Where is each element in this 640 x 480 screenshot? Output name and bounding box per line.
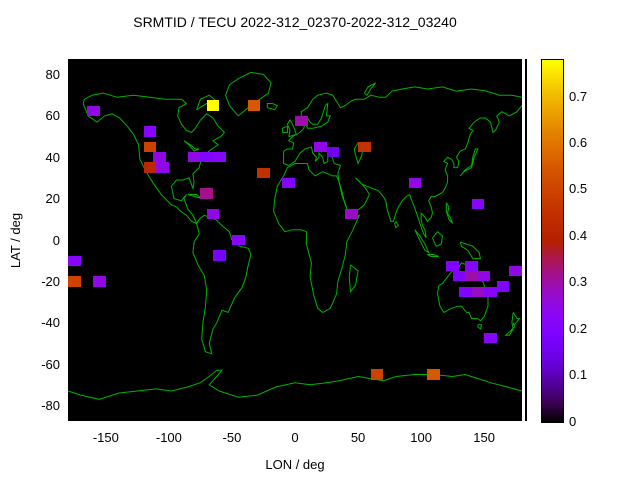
tec-cell <box>484 286 497 297</box>
tec-cell <box>143 141 157 153</box>
tec-cell <box>93 276 106 287</box>
plot-right-border <box>525 59 527 421</box>
coastline-path <box>273 163 361 313</box>
y-tick-label: 20 <box>45 191 60 207</box>
coastline-path <box>283 86 522 152</box>
coastline-path <box>459 241 482 260</box>
coastline-path <box>477 324 483 330</box>
tec-cell <box>427 369 441 380</box>
coastline-path <box>286 119 297 138</box>
x-tick-label: -100 <box>155 430 182 445</box>
x-tick-label: -150 <box>92 430 119 445</box>
coastline-path <box>414 229 430 254</box>
map-plot-area <box>68 59 522 421</box>
coastline-path <box>445 202 454 224</box>
colorbar-tick-label: 0.1 <box>569 367 588 383</box>
coastline-path <box>283 105 522 239</box>
coastline-path <box>266 103 279 111</box>
tec-cell <box>200 152 214 163</box>
colorbar-tick-label: 0.2 <box>569 320 588 336</box>
coastline-path <box>427 254 439 257</box>
tec-cell <box>206 208 220 220</box>
y-tick-label: 40 <box>45 149 60 165</box>
tec-cell <box>295 115 308 127</box>
tec-cell <box>206 100 220 111</box>
tec-cell <box>358 141 371 153</box>
tec-cell <box>187 152 201 163</box>
x-tick-label: -50 <box>222 430 242 445</box>
coastline-path <box>363 82 377 96</box>
colorbar-tick-label: 0.5 <box>569 181 588 197</box>
tec-cell <box>156 162 169 173</box>
coastline-path <box>281 125 288 133</box>
coastline-path <box>394 221 400 229</box>
tec-cell <box>143 126 157 137</box>
tec-cell <box>471 286 485 297</box>
x-tick-label: 100 <box>410 430 432 445</box>
y-tick-label: -60 <box>41 356 60 372</box>
tec-cell <box>231 234 245 246</box>
tec-cell <box>247 100 261 111</box>
x-tick-label: 50 <box>350 430 366 445</box>
tec-cell <box>370 369 384 380</box>
tec-cell <box>458 286 472 297</box>
tec-cell <box>484 333 497 344</box>
coastline-path <box>196 94 218 111</box>
tec-cell <box>257 167 270 178</box>
x-axis-label: LON / deg <box>265 457 325 472</box>
tec-cell <box>465 260 478 271</box>
tec-cell <box>471 198 485 209</box>
tec-cell <box>86 105 100 116</box>
tec-cell <box>143 162 157 173</box>
chart-title: SRMTID / TECU 2022-312_02370-2022-312_03… <box>133 14 457 30</box>
tec-cell <box>68 255 81 266</box>
tec-cell <box>477 271 491 282</box>
tec-cell <box>345 208 359 220</box>
colorbar-tick-label: 0.3 <box>569 274 588 290</box>
colorbar-tick-label: 0.6 <box>569 135 588 151</box>
coastline-path <box>459 148 479 177</box>
y-tick-label: -20 <box>41 273 60 289</box>
tec-cell <box>282 177 295 189</box>
tec-cell <box>452 271 466 282</box>
tec-cell <box>153 152 166 163</box>
y-tick-label: 60 <box>45 108 60 124</box>
colorbar-tick-label: 0.4 <box>569 227 588 243</box>
tec-cell <box>509 265 522 277</box>
tec-cell <box>313 141 327 153</box>
coastline-path <box>68 369 522 400</box>
tec-cell <box>326 146 340 158</box>
tec-cell <box>200 188 214 199</box>
tec-cell <box>408 177 422 189</box>
colorbar-gradient <box>541 59 564 423</box>
tec-cell <box>496 281 510 292</box>
y-tick-label: 80 <box>45 67 60 82</box>
tec-cell <box>68 276 81 287</box>
colorbar-tick-label: 0 <box>569 413 577 429</box>
x-tick-label: 0 <box>291 430 299 445</box>
tec-cell <box>213 250 226 261</box>
coastline-path <box>504 312 521 336</box>
tec-cell <box>446 260 459 271</box>
coastline-map <box>68 71 522 400</box>
coastline-path <box>436 262 489 322</box>
x-tick-label: 150 <box>473 430 495 445</box>
tec-cell <box>213 152 226 163</box>
colorbar-tick-label: 0.7 <box>569 88 588 104</box>
tec-cell <box>465 271 478 282</box>
y-tick-label: -40 <box>41 315 60 331</box>
coastline-path <box>183 140 200 152</box>
y-tick-label: -80 <box>41 397 60 413</box>
y-tick-label: 0 <box>52 232 60 248</box>
coastline-path <box>348 264 359 293</box>
coastline-path <box>432 230 444 247</box>
coastline-path <box>192 214 252 355</box>
